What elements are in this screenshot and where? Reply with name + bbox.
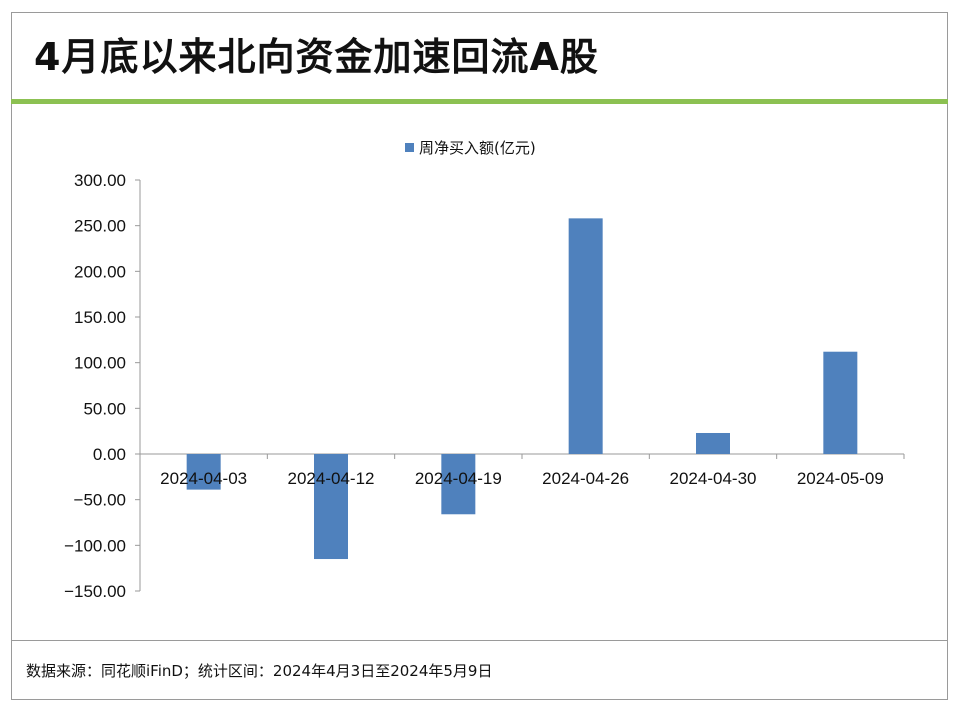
y-tick-label: 0.00 (93, 445, 126, 464)
slide-title: 4月底以来北向资金加速回流A股 (34, 35, 599, 79)
x-tick-label: 2024-04-12 (288, 469, 375, 488)
y-tick-label: 100.00 (74, 354, 126, 373)
source-note: 数据来源：同花顺iFinD；统计区间：2024年4月3日至2024年5月9日 (26, 662, 493, 680)
legend: 周净买入额(亿元) (405, 139, 536, 157)
bar (186, 454, 221, 490)
bar (314, 454, 348, 560)
y-tick-label: −100.00 (64, 536, 126, 555)
bar (823, 351, 858, 454)
x-tick-label: 2024-04-03 (160, 469, 247, 488)
bar (696, 432, 730, 454)
x-tick-label: 2024-04-19 (415, 469, 502, 488)
x-tick-label: 2024-04-30 (670, 469, 757, 488)
x-tick-label: 2024-05-09 (797, 469, 884, 488)
y-tick-label: 150.00 (74, 308, 126, 327)
legend-swatch (405, 143, 414, 152)
y-tick-label: 300.00 (74, 171, 126, 190)
x-tick-label: 2024-04-26 (542, 469, 629, 488)
y-tick-label: 200.00 (74, 262, 126, 281)
slide-frame (11, 12, 948, 700)
title-underline (11, 99, 948, 104)
bar (441, 454, 476, 515)
y-tick-label: 250.00 (74, 217, 126, 236)
y-tick-label: −150.00 (64, 582, 126, 601)
legend-label: 周净买入额(亿元) (419, 139, 536, 157)
bar (568, 218, 603, 454)
y-tick-label: −50.00 (74, 491, 126, 510)
footer-divider (11, 640, 948, 641)
y-tick-label: 50.00 (83, 399, 126, 418)
